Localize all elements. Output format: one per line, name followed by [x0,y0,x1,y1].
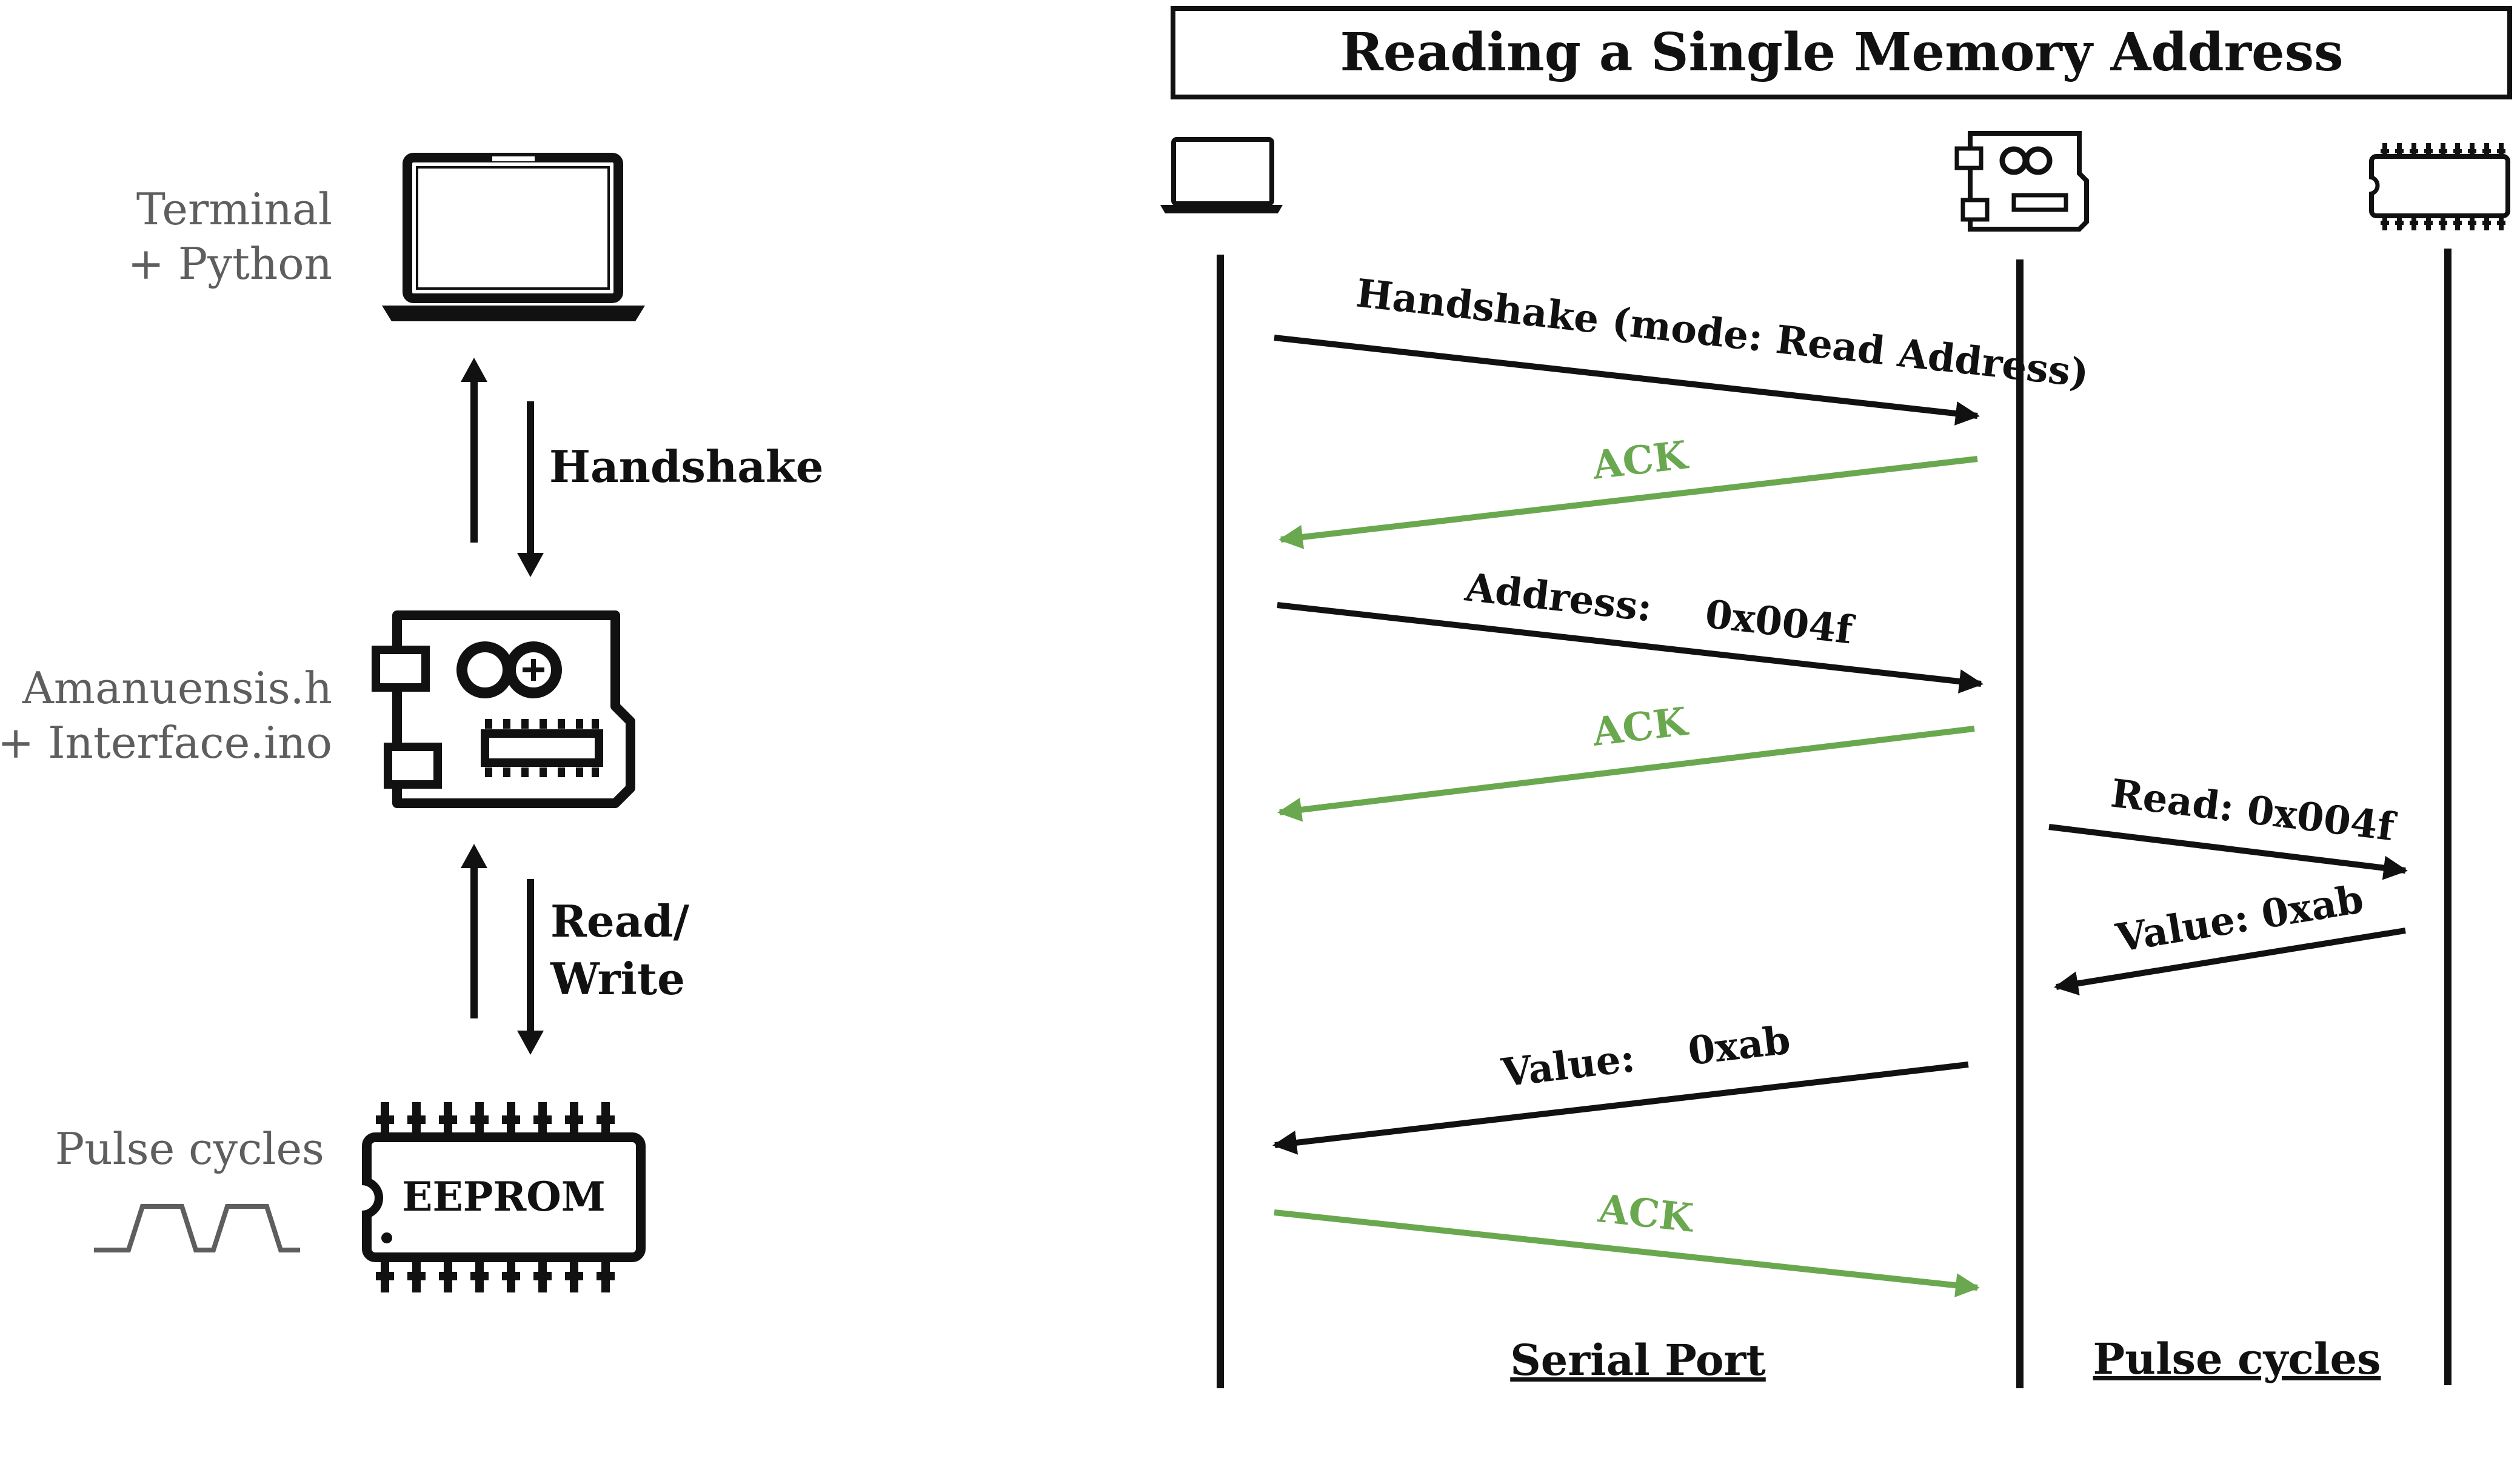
eeprom-chip-icon: EEPROM [361,1102,646,1292]
message-label: ACK [1589,699,1691,755]
sequence-title: Reading a Single Memory Address [1340,22,2343,83]
message: Value: 0xab [2054,877,2406,996]
eeprom-chip-label: EEPROM [402,1173,606,1220]
message: ACK [1277,699,1975,822]
arduino-label-line2: + Interface.ino [0,717,332,768]
arrow-down-icon [517,401,544,577]
message: Read: 0x004f [2048,771,2408,880]
message-label: Handshake (mode: Read Address) [1354,270,2091,396]
message-label: Address: 0x004f [1462,564,1857,654]
message-label: ACK [1596,1186,1697,1242]
sequence-title-box [1171,6,2512,99]
arduino-board-icon [372,610,635,808]
arrow-up-icon [461,844,487,1018]
arrow-up-icon [461,358,487,543]
overview-panel: Terminal + Python Handshake Amanuensis.h… [0,153,824,1292]
handshake-label: Handshake [549,441,824,492]
sequence-panel: Reading a Single Memory Address Han [1160,6,2512,1388]
arduino-board-icon [1954,131,2089,232]
pulse-cycles-channel-label: Pulse cycles [2093,1334,2381,1384]
serial-port-label: Serial Port [1510,1335,1766,1385]
read-write-label-line1: Read/ [550,895,690,947]
laptop-icon [1160,137,1283,213]
message: ACK [1274,1186,1980,1298]
terminal-label-line1: Terminal [136,184,332,235]
message-label: ACK [1589,432,1691,489]
message-label: Value: 0xab [2113,877,2367,961]
pulse-cycles-label: Pulse cycles [55,1123,324,1174]
laptop-icon [382,153,645,321]
message-label: Value: 0xab [1499,1017,1793,1096]
message: Value: 0xab [1272,1017,1969,1155]
terminal-label-line2: + Python [128,238,332,289]
message: Address: 0x004f [1277,564,1984,694]
message: ACK [1278,432,1978,549]
pulse-wave-icon [94,1204,300,1252]
arduino-label-line1: Amanuensis.h [22,663,332,714]
arrow-down-icon [517,879,544,1055]
message: Handshake (mode: Read Address) [1274,270,2091,426]
eeprom-chip-icon [2368,143,2510,230]
read-write-label-line2: Write [550,953,685,1005]
